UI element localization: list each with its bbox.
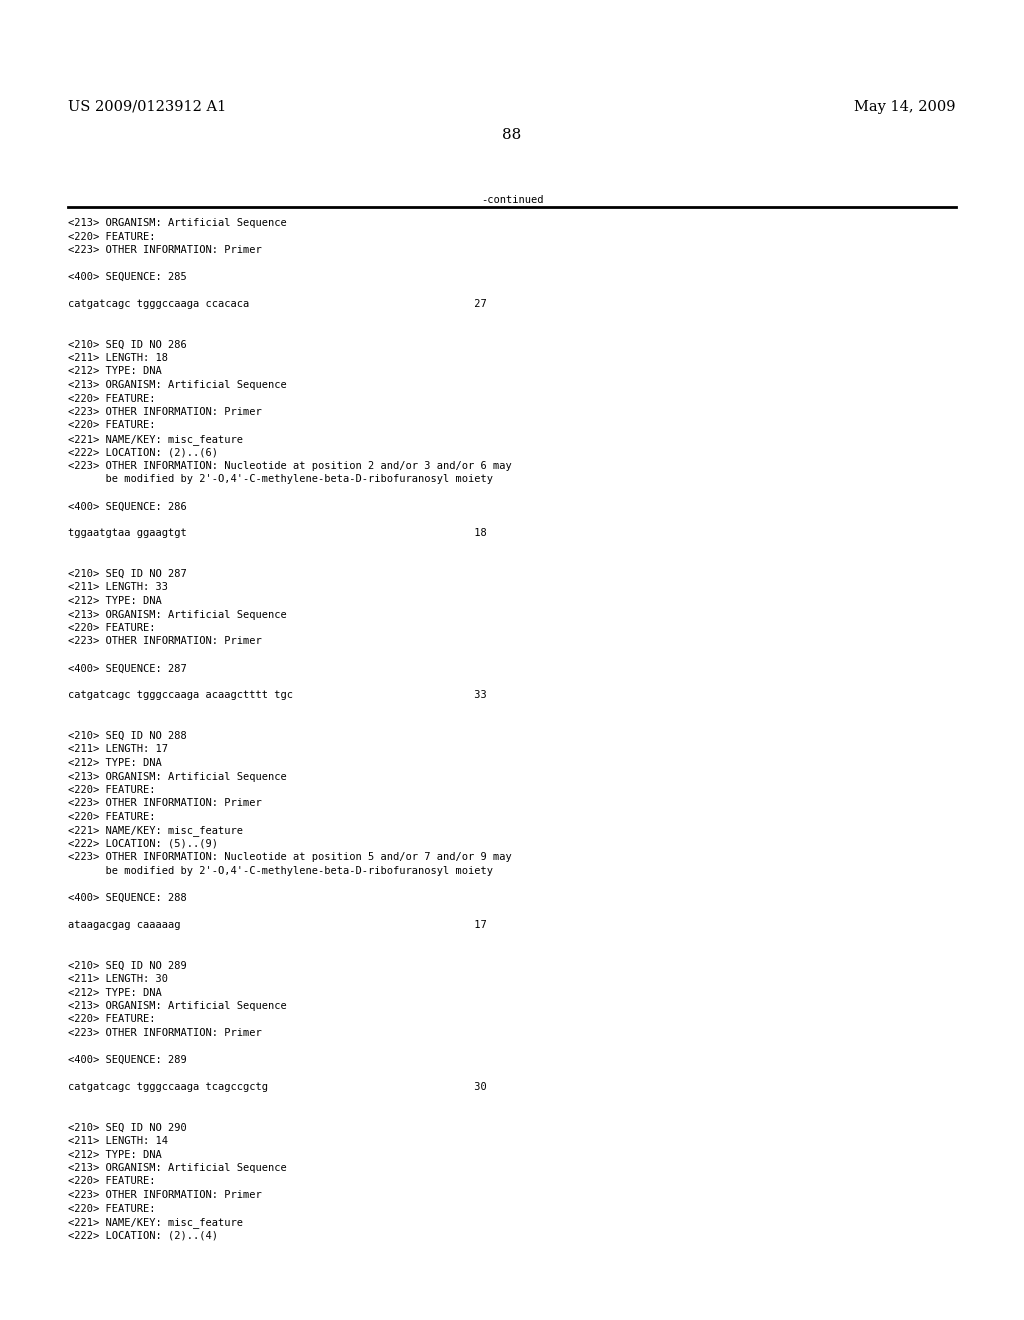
Text: <212> TYPE: DNA: <212> TYPE: DNA	[68, 758, 162, 768]
Text: <400> SEQUENCE: 285: <400> SEQUENCE: 285	[68, 272, 186, 282]
Text: <213> ORGANISM: Artificial Sequence: <213> ORGANISM: Artificial Sequence	[68, 1001, 287, 1011]
Text: <220> FEATURE:: <220> FEATURE:	[68, 1176, 156, 1187]
Text: <400> SEQUENCE: 286: <400> SEQUENCE: 286	[68, 502, 186, 511]
Text: <213> ORGANISM: Artificial Sequence: <213> ORGANISM: Artificial Sequence	[68, 380, 287, 389]
Text: <212> TYPE: DNA: <212> TYPE: DNA	[68, 987, 162, 998]
Text: <220> FEATURE:: <220> FEATURE:	[68, 1015, 156, 1024]
Text: <223> OTHER INFORMATION: Nucleotide at position 5 and/or 7 and/or 9 may: <223> OTHER INFORMATION: Nucleotide at p…	[68, 853, 512, 862]
Text: tggaatgtaa ggaagtgt                                              18: tggaatgtaa ggaagtgt 18	[68, 528, 486, 539]
Text: <213> ORGANISM: Artificial Sequence: <213> ORGANISM: Artificial Sequence	[68, 771, 287, 781]
Text: <212> TYPE: DNA: <212> TYPE: DNA	[68, 597, 162, 606]
Text: <211> LENGTH: 14: <211> LENGTH: 14	[68, 1137, 168, 1146]
Text: <400> SEQUENCE: 289: <400> SEQUENCE: 289	[68, 1055, 186, 1065]
Text: <223> OTHER INFORMATION: Primer: <223> OTHER INFORMATION: Primer	[68, 246, 262, 255]
Text: -continued: -continued	[480, 195, 544, 205]
Text: <213> ORGANISM: Artificial Sequence: <213> ORGANISM: Artificial Sequence	[68, 218, 287, 228]
Text: <223> OTHER INFORMATION: Primer: <223> OTHER INFORMATION: Primer	[68, 407, 262, 417]
Text: <222> LOCATION: (5)..(9): <222> LOCATION: (5)..(9)	[68, 840, 218, 849]
Text: <221> NAME/KEY: misc_feature: <221> NAME/KEY: misc_feature	[68, 1217, 243, 1228]
Text: <210> SEQ ID NO 288: <210> SEQ ID NO 288	[68, 731, 186, 741]
Text: catgatcagc tgggccaaga acaagctttt tgc                             33: catgatcagc tgggccaaga acaagctttt tgc 33	[68, 690, 486, 701]
Text: <213> ORGANISM: Artificial Sequence: <213> ORGANISM: Artificial Sequence	[68, 610, 287, 619]
Text: <222> LOCATION: (2)..(6): <222> LOCATION: (2)..(6)	[68, 447, 218, 458]
Text: <223> OTHER INFORMATION: Nucleotide at position 2 and/or 3 and/or 6 may: <223> OTHER INFORMATION: Nucleotide at p…	[68, 461, 512, 471]
Text: <210> SEQ ID NO 286: <210> SEQ ID NO 286	[68, 339, 186, 350]
Text: <212> TYPE: DNA: <212> TYPE: DNA	[68, 1150, 162, 1159]
Text: <220> FEATURE:: <220> FEATURE:	[68, 393, 156, 404]
Text: <220> FEATURE:: <220> FEATURE:	[68, 812, 156, 822]
Text: <222> LOCATION: (2)..(4): <222> LOCATION: (2)..(4)	[68, 1230, 218, 1241]
Text: <211> LENGTH: 33: <211> LENGTH: 33	[68, 582, 168, 593]
Text: <211> LENGTH: 18: <211> LENGTH: 18	[68, 352, 168, 363]
Text: <210> SEQ ID NO 290: <210> SEQ ID NO 290	[68, 1122, 186, 1133]
Text: <220> FEATURE:: <220> FEATURE:	[68, 1204, 156, 1213]
Text: US 2009/0123912 A1: US 2009/0123912 A1	[68, 100, 226, 114]
Text: <221> NAME/KEY: misc_feature: <221> NAME/KEY: misc_feature	[68, 825, 243, 837]
Text: <220> FEATURE:: <220> FEATURE:	[68, 231, 156, 242]
Text: <223> OTHER INFORMATION: Primer: <223> OTHER INFORMATION: Primer	[68, 1191, 262, 1200]
Text: catgatcagc tgggccaaga ccacaca                                    27: catgatcagc tgggccaaga ccacaca 27	[68, 300, 486, 309]
Text: May 14, 2009: May 14, 2009	[854, 100, 956, 114]
Text: <400> SEQUENCE: 287: <400> SEQUENCE: 287	[68, 664, 186, 673]
Text: <212> TYPE: DNA: <212> TYPE: DNA	[68, 367, 162, 376]
Text: <220> FEATURE:: <220> FEATURE:	[68, 785, 156, 795]
Text: <210> SEQ ID NO 289: <210> SEQ ID NO 289	[68, 961, 186, 970]
Text: <223> OTHER INFORMATION: Primer: <223> OTHER INFORMATION: Primer	[68, 1028, 262, 1038]
Text: <221> NAME/KEY: misc_feature: <221> NAME/KEY: misc_feature	[68, 434, 243, 445]
Text: <213> ORGANISM: Artificial Sequence: <213> ORGANISM: Artificial Sequence	[68, 1163, 287, 1173]
Text: <220> FEATURE:: <220> FEATURE:	[68, 421, 156, 430]
Text: <211> LENGTH: 30: <211> LENGTH: 30	[68, 974, 168, 983]
Text: be modified by 2'-O,4'-C-methylene-beta-D-ribofuranosyl moiety: be modified by 2'-O,4'-C-methylene-beta-…	[68, 866, 493, 876]
Text: <210> SEQ ID NO 287: <210> SEQ ID NO 287	[68, 569, 186, 579]
Text: <223> OTHER INFORMATION: Primer: <223> OTHER INFORMATION: Primer	[68, 636, 262, 647]
Text: be modified by 2'-O,4'-C-methylene-beta-D-ribofuranosyl moiety: be modified by 2'-O,4'-C-methylene-beta-…	[68, 474, 493, 484]
Text: <400> SEQUENCE: 288: <400> SEQUENCE: 288	[68, 894, 186, 903]
Text: 88: 88	[503, 128, 521, 143]
Text: <223> OTHER INFORMATION: Primer: <223> OTHER INFORMATION: Primer	[68, 799, 262, 808]
Text: ataagacgag caaaaag                                               17: ataagacgag caaaaag 17	[68, 920, 486, 931]
Text: catgatcagc tgggccaaga tcagccgctg                                 30: catgatcagc tgggccaaga tcagccgctg 30	[68, 1082, 486, 1092]
Text: <220> FEATURE:: <220> FEATURE:	[68, 623, 156, 634]
Text: <211> LENGTH: 17: <211> LENGTH: 17	[68, 744, 168, 755]
